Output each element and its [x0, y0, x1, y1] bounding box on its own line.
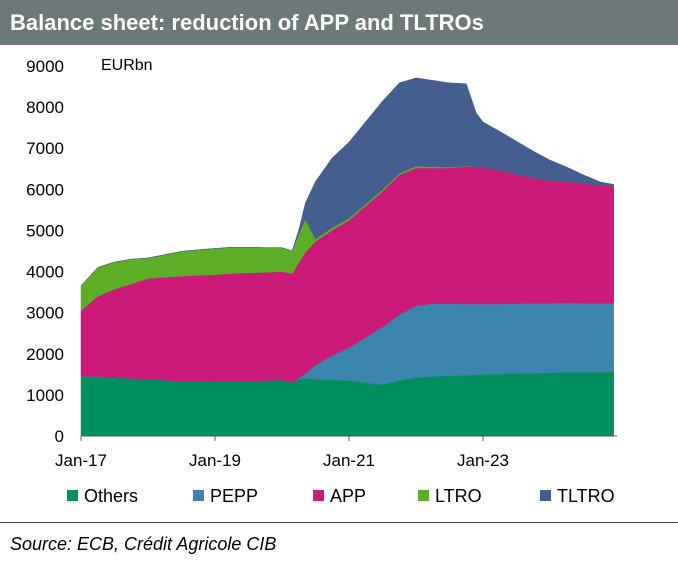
- area-others: [80, 372, 614, 437]
- chart-title: Balance sheet: reduction of APP and TLTR…: [10, 9, 484, 35]
- x-tick-label: Jan-19: [189, 451, 241, 470]
- legend-swatch-pepp: [193, 490, 204, 501]
- x-tick-label: Jan-23: [457, 451, 509, 470]
- legend-label-app: APP: [330, 486, 366, 506]
- legend-label-pepp: PEPP: [210, 486, 258, 506]
- unit-label: EURbn: [101, 57, 153, 74]
- area-layer: [80, 77, 614, 437]
- y-tick-label: 0: [55, 427, 64, 446]
- x-tick-label: Jan-17: [55, 451, 107, 470]
- title-bar: Balance sheet: reduction of APP and TLTR…: [0, 0, 678, 45]
- area-tltro: [80, 77, 614, 287]
- legend-swatch-tltro: [540, 490, 551, 501]
- legend-item-app: APP: [313, 486, 366, 506]
- footer-divider: [0, 522, 678, 523]
- legend-label-others: Others: [84, 486, 138, 506]
- legend-label-ltro: LTRO: [435, 486, 482, 506]
- x-tick-label: Jan-21: [323, 451, 375, 470]
- y-tick-label: 5000: [26, 221, 64, 240]
- y-tick-label: 8000: [26, 98, 64, 117]
- legend-item-pepp: PEPP: [193, 486, 258, 506]
- legend-swatch-ltro: [418, 490, 429, 501]
- stacked-area-chart: 0 1000 2000 3000 4000 5000 6000 7000 8000 9000 Jan…: [26, 57, 617, 506]
- y-tick-label: 9000: [26, 57, 64, 76]
- legend-item-tltro: TLTRO: [540, 486, 615, 506]
- y-tick-label: 4000: [26, 263, 64, 282]
- y-tick-label: 7000: [26, 139, 64, 158]
- legend-swatch-app: [313, 490, 324, 501]
- y-tick-label: 2000: [26, 345, 64, 364]
- y-tick-label: 3000: [26, 304, 64, 323]
- legend-label-tltro: TLTRO: [557, 486, 615, 506]
- legend-item-others: Others: [67, 486, 138, 506]
- legend-swatch-others: [67, 490, 78, 501]
- legend: Others PEPP APP LTRO TLTRO: [67, 486, 615, 506]
- source-note: Source: ECB, Crédit Agricole CIB: [10, 534, 277, 554]
- axis-layer: 0 1000 2000 3000 4000 5000 6000 7000 8000 9000 Jan…: [26, 57, 617, 470]
- legend-item-ltro: LTRO: [418, 486, 482, 506]
- y-tick-label: 1000: [26, 386, 64, 405]
- y-tick-label: 6000: [26, 180, 64, 199]
